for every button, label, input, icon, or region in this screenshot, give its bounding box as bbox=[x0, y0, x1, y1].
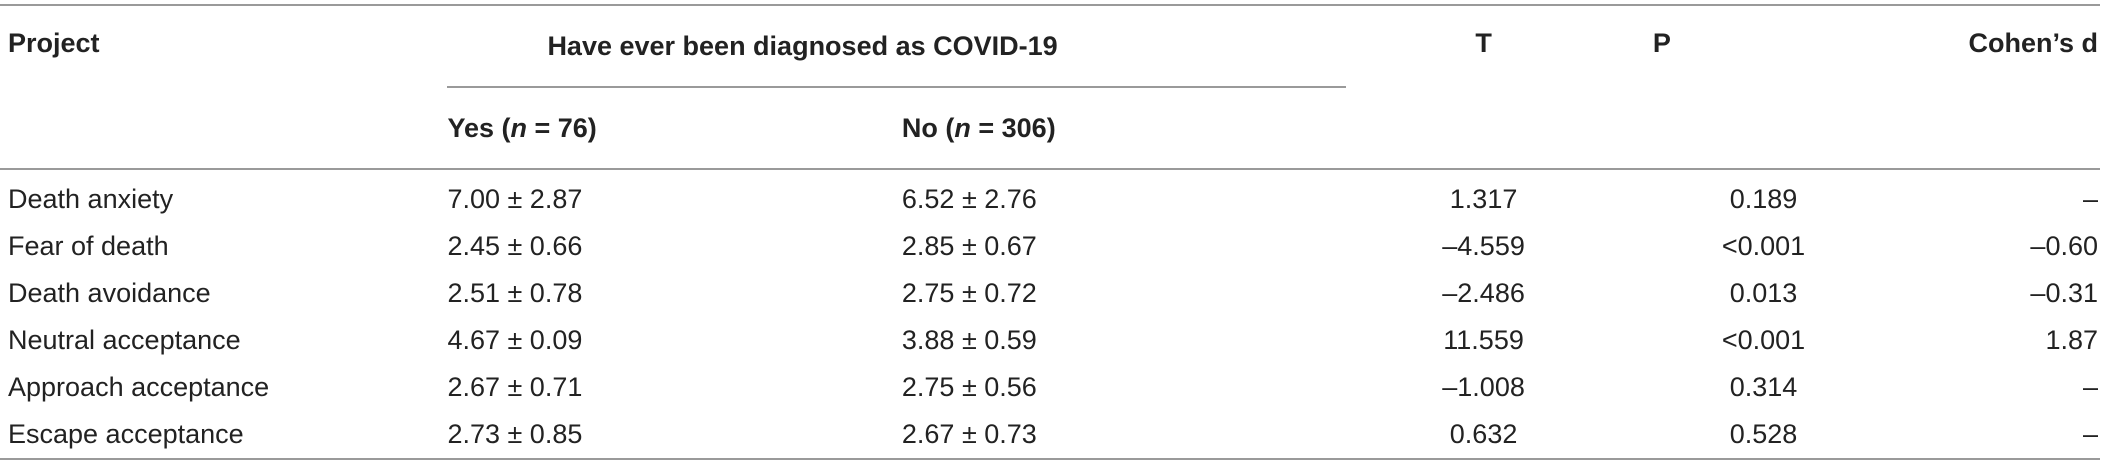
cell-no: 3.88 ± 0.59 bbox=[901, 325, 1037, 355]
cell-p: 0.314 bbox=[1729, 372, 1798, 402]
cell-project: Approach acceptance bbox=[8, 372, 270, 402]
header-no-suffix: = 306) bbox=[970, 112, 1056, 143]
cell-p: 0.189 bbox=[1729, 184, 1798, 214]
results-table: Project Have ever been diagnosed as COVI… bbox=[0, 4, 2100, 460]
cell-project: Neutral acceptance bbox=[8, 325, 241, 355]
header-row-2: Yes (n = 76) No (n = 306) bbox=[0, 87, 2100, 169]
header-row-1: Project Have ever been diagnosed as COVI… bbox=[0, 5, 2100, 88]
table-row: Death avoidance 2.51 ± 0.78 2.75 ± 0.72 … bbox=[0, 270, 2100, 317]
cell-project: Death anxiety bbox=[8, 184, 174, 214]
cell-p: <0.001 bbox=[1721, 231, 1806, 261]
cell-project: Death avoidance bbox=[8, 278, 211, 308]
header-no-prefix: No ( bbox=[901, 112, 955, 143]
header-no-n: n bbox=[954, 112, 971, 143]
cell-t: –2.486 bbox=[1442, 278, 1525, 308]
cell-no: 6.52 ± 2.76 bbox=[901, 184, 1037, 214]
table-row: Fear of death 2.45 ± 0.66 2.85 ± 0.67 –4… bbox=[0, 223, 2100, 270]
table-row: Approach acceptance 2.67 ± 0.71 2.75 ± 0… bbox=[0, 364, 2100, 411]
cell-no: 2.75 ± 0.56 bbox=[901, 372, 1037, 402]
cell-project: Fear of death bbox=[8, 231, 169, 261]
cell-p: 0.013 bbox=[1729, 278, 1798, 308]
cell-no: 2.75 ± 0.72 bbox=[901, 278, 1037, 308]
header-yes-n: n bbox=[510, 112, 527, 143]
cell-yes: 2.45 ± 0.66 bbox=[447, 231, 583, 261]
cell-d: –0.31 bbox=[2030, 278, 2098, 308]
cell-yes: 7.00 ± 2.87 bbox=[447, 184, 583, 214]
header-yes: Yes (n = 76) bbox=[447, 87, 901, 169]
table-row: Death anxiety 7.00 ± 2.87 6.52 ± 2.76 1.… bbox=[0, 169, 2100, 223]
cell-yes: 2.51 ± 0.78 bbox=[447, 278, 583, 308]
cell-yes: 4.67 ± 0.09 bbox=[447, 325, 583, 355]
header-p: P bbox=[1652, 28, 1671, 58]
cell-p: 0.528 bbox=[1620, 411, 1907, 460]
cell-t: –4.559 bbox=[1442, 231, 1525, 261]
cell-d: – bbox=[1906, 411, 2100, 460]
header-project: Project bbox=[8, 28, 100, 58]
cell-yes: 2.67 ± 0.71 bbox=[447, 372, 583, 402]
cell-no: 2.67 ± 0.73 bbox=[901, 411, 1347, 460]
table-row: Neutral acceptance 4.67 ± 0.09 3.88 ± 0.… bbox=[0, 317, 2100, 364]
cell-t: 1.317 bbox=[1449, 184, 1518, 214]
cell-d: 1.87 bbox=[2045, 325, 2098, 355]
header-group-diagnosed: Have ever been diagnosed as COVID-19 bbox=[447, 5, 1347, 88]
cell-t: 0.632 bbox=[1346, 411, 1621, 460]
header-group-label: Have ever been diagnosed as COVID-19 bbox=[547, 30, 1058, 61]
cell-t: 11.559 bbox=[1443, 325, 1524, 355]
cell-d: –0.60 bbox=[2030, 231, 2098, 261]
header-yes-prefix: Yes ( bbox=[447, 112, 511, 143]
header-yes-suffix: = 76) bbox=[526, 112, 597, 143]
cell-project: Escape acceptance bbox=[0, 411, 448, 460]
table-row: Escape acceptance 2.73 ± 0.85 2.67 ± 0.7… bbox=[0, 411, 2100, 460]
cell-d: – bbox=[2082, 372, 2098, 402]
header-t: T bbox=[1475, 28, 1492, 58]
cell-t: –1.008 bbox=[1442, 372, 1525, 402]
header-cohens-d: Cohen’s d bbox=[1968, 28, 2098, 58]
cell-d: – bbox=[2082, 184, 2098, 214]
cell-p: <0.001 bbox=[1721, 325, 1806, 355]
cell-no: 2.85 ± 0.67 bbox=[901, 231, 1037, 261]
cell-yes: 2.73 ± 0.85 bbox=[447, 411, 902, 460]
header-no: No (n = 306) bbox=[902, 87, 1346, 169]
